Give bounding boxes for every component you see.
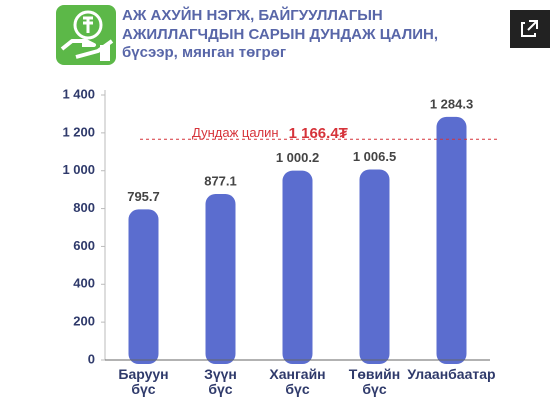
bar — [205, 193, 236, 364]
y-tick-label: 1 400 — [62, 86, 95, 101]
bar — [436, 116, 467, 364]
y-tick-label: 800 — [73, 200, 95, 215]
y-tick-label: 1 200 — [62, 124, 95, 139]
y-tick-label: 600 — [73, 238, 95, 253]
y-tick-label: 200 — [73, 314, 95, 329]
x-tick-label: Улаанбаатар — [407, 366, 496, 382]
x-tick-label: Төвийн бүс — [348, 366, 401, 397]
y-tick-label: 0 — [88, 351, 95, 366]
value-label: 877.1 — [204, 173, 237, 188]
average-name: Дундаж цалин — [192, 126, 279, 141]
x-tick-label: Зүүн бүс — [204, 366, 237, 397]
average-value: 1 166.4₮ — [289, 125, 348, 142]
x-tick-label: Баруун бүс — [118, 366, 169, 397]
x-tick-label: Хангайн бүс — [269, 366, 326, 397]
value-label: 795.7 — [127, 189, 160, 204]
bar — [128, 209, 159, 364]
average-label: Дундаж цалин 1 166.4₮ — [192, 125, 348, 142]
open-external-button[interactable] — [510, 10, 550, 48]
y-tick-label: 1 000 — [62, 162, 95, 177]
value-label: 1 006.5 — [353, 149, 396, 164]
chart-subtitle: бүсээр, мянган төгрөг — [122, 44, 287, 61]
value-label: 1 000.2 — [276, 150, 319, 165]
logo-icon — [56, 5, 116, 65]
y-tick-label: 400 — [73, 276, 95, 291]
chart-title: АЖ АХУЙН НЭГЖ, БАЙГУУЛЛАГЫН АЖИЛЛАГЧДЫН … — [122, 7, 439, 43]
value-label: 1 284.3 — [430, 96, 473, 111]
bar — [359, 169, 390, 364]
bar — [282, 170, 313, 364]
